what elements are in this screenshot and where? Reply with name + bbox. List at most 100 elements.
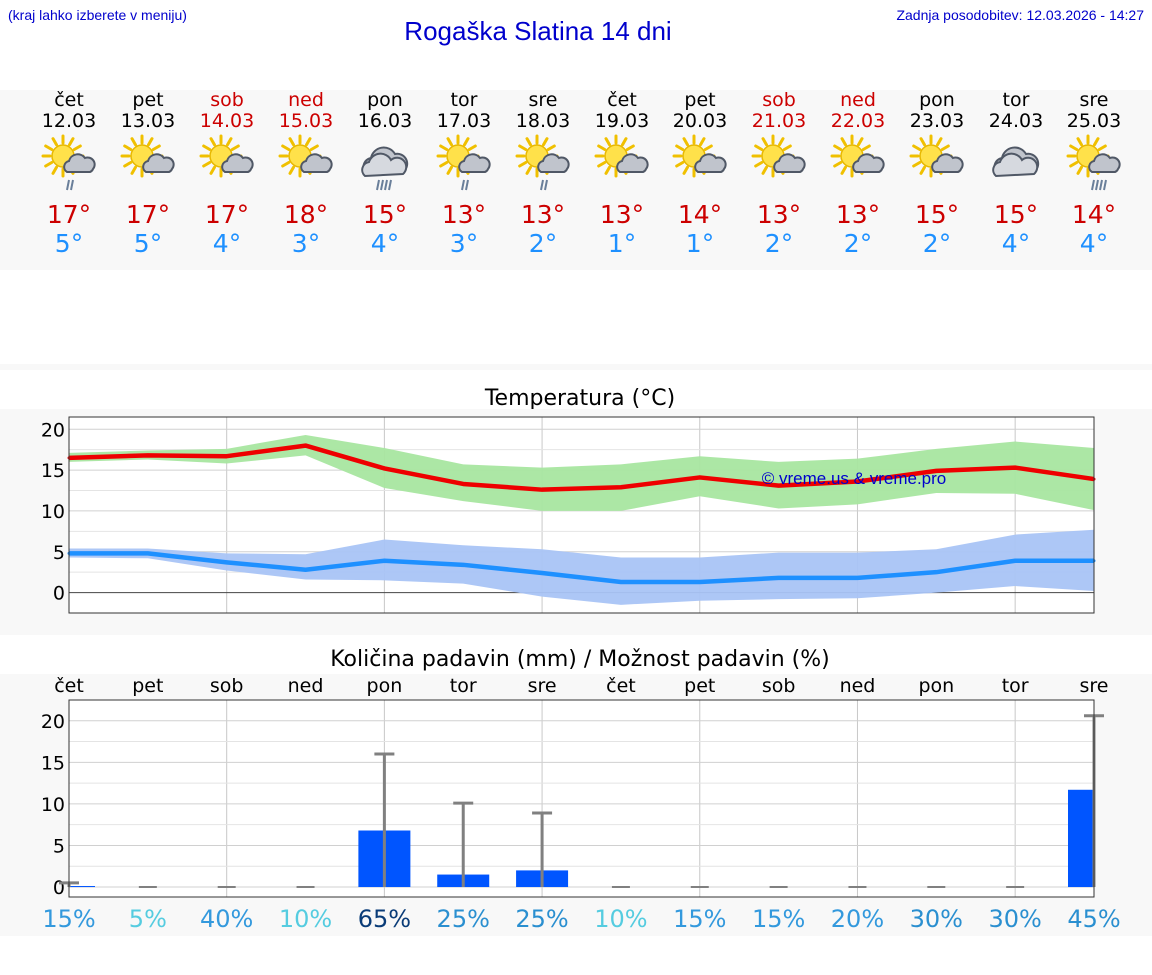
min-temperature: 2°: [843, 229, 873, 258]
max-temperature: 15°: [362, 200, 408, 229]
page-title: Rogaška Slatina 14 dni: [404, 16, 672, 46]
temperature-chart-title: Temperatura (°C): [484, 386, 676, 411]
sun-cloud-icon: [672, 134, 727, 178]
x-category-label: sre: [1080, 675, 1109, 697]
max-temperature: 14°: [677, 200, 723, 229]
precipitation-chart: 0 5 10 15 20 čet pet sob ned pon tor sre čet pet sob ne…: [0, 674, 1152, 936]
data-point-min: [698, 580, 702, 584]
day-name: pon: [919, 89, 955, 111]
min-temperature: 4°: [212, 229, 242, 258]
range-band-max: [69, 434, 1094, 511]
day-name: ned: [840, 89, 876, 111]
x-category-label: pet: [132, 675, 163, 697]
data-point-max: [934, 469, 938, 473]
day-date: 15.03: [278, 110, 334, 132]
day-name: pon: [367, 89, 403, 111]
data-point-min: [1013, 559, 1017, 563]
data-point-min: [382, 559, 386, 563]
precipitation-probability: 30%: [988, 905, 1041, 933]
day-column: sre 25.03 14° 4°: [1054, 90, 1134, 258]
data-point-max: [382, 466, 386, 470]
sun-cloud-light-rain-icon: [515, 134, 570, 191]
day-name: sob: [210, 89, 244, 111]
precipitation-probability: 15%: [42, 905, 95, 933]
data-point-max: [777, 484, 781, 488]
min-temperature: 5°: [133, 229, 163, 258]
day-column: čet 12.03 17° 5°: [29, 90, 109, 258]
sun-cloud-icon: [278, 134, 333, 178]
max-temperature: 15°: [993, 200, 1039, 229]
y-tick-label: 5: [53, 835, 65, 857]
day-date: 13.03: [120, 110, 176, 132]
y-tick-label: 10: [41, 794, 65, 816]
day-date: 18.03: [515, 110, 571, 132]
min-temperature: 4°: [1079, 229, 1109, 258]
x-category-label: pon: [367, 675, 403, 697]
day-column: sob 21.03 13° 2°: [739, 90, 819, 258]
sun-cloud-icon: [199, 134, 254, 178]
forecast-strip-background: [0, 90, 1152, 270]
x-category-label: tor: [450, 675, 477, 697]
y-tick-label: 15: [41, 752, 65, 774]
precipitation-bar: [1068, 789, 1094, 888]
sun-cloud-rain-icon: [1066, 134, 1121, 191]
data-point-min: [934, 570, 938, 574]
day-name: tor: [450, 89, 478, 111]
location-hint: (kraj lahko izberete v meniju): [8, 7, 187, 23]
day-date: 25.03: [1066, 110, 1122, 132]
data-point-max: [225, 454, 229, 458]
day-name: ned: [288, 89, 324, 111]
max-temperature: 13°: [756, 200, 802, 229]
day-column: sob 14.03 17° 4°: [187, 90, 267, 258]
day-name: sre: [528, 89, 558, 111]
min-temperature: 4°: [1001, 229, 1031, 258]
max-temperature: 17°: [204, 200, 250, 229]
precipitation-probability: 15%: [673, 905, 726, 933]
day-date: 23.03: [909, 110, 965, 132]
x-category-label: pon: [918, 675, 954, 697]
max-temperature: 17°: [125, 200, 171, 229]
day-date: 14.03: [199, 110, 255, 132]
data-point-max: [698, 475, 702, 479]
y-tick-label: 0: [53, 877, 65, 899]
y-tick-label: 5: [53, 542, 65, 564]
x-category-label: čet: [606, 675, 636, 697]
sun-cloud-icon: [120, 134, 175, 178]
separator-band: [0, 364, 1152, 370]
day-column: ned 15.03 18° 3°: [266, 90, 346, 258]
y-tick-label: 15: [41, 460, 65, 482]
max-temperature: 13°: [835, 200, 881, 229]
precipitation-chart-title: Količina padavin (mm) / Možnost padavin …: [330, 647, 830, 672]
day-column: ned 22.03 13° 2°: [818, 90, 898, 258]
plot-area: [69, 700, 1094, 897]
day-column: pon 23.03 15° 2°: [897, 90, 977, 258]
day-column: tor 17.03 13° 3°: [424, 90, 504, 258]
x-category-label: čet: [54, 675, 84, 697]
range-band-min: [69, 529, 1094, 605]
min-temperature: 2°: [764, 229, 794, 258]
min-temperature: 3°: [449, 229, 479, 258]
precipitation-bar: [69, 886, 95, 888]
sun-cloud-light-rain-icon: [436, 134, 491, 191]
max-temperature: 17°: [46, 200, 92, 229]
last-updated: Zadnja posodobitev: 12.03.2026 - 14:27: [896, 7, 1144, 23]
day-column: tor 24.03 15° 4°: [976, 90, 1056, 258]
data-point-max: [855, 480, 859, 484]
x-category-label: pet: [684, 675, 715, 697]
watermark: © vreme.us & vreme.pro: [762, 469, 946, 488]
min-temperature: 2°: [528, 229, 558, 258]
day-name: tor: [1002, 89, 1030, 111]
x-category-label: ned: [840, 675, 876, 697]
precipitation-probability: 10%: [594, 905, 647, 933]
y-tick-label: 20: [41, 711, 65, 733]
temperature-chart: 0 5 10 15 20 © vreme.us & vreme.pro: [0, 409, 1152, 635]
x-category-label: ned: [288, 675, 324, 697]
min-temperature: 1°: [685, 229, 715, 258]
min-temperature: 2°: [922, 229, 952, 258]
y-tick-label: 10: [41, 501, 65, 523]
max-temperature: 13°: [599, 200, 645, 229]
min-temperature: 1°: [607, 229, 637, 258]
day-name: pet: [132, 89, 164, 111]
plot-frame: [68, 416, 1095, 614]
y-tick-label: 20: [41, 419, 65, 441]
